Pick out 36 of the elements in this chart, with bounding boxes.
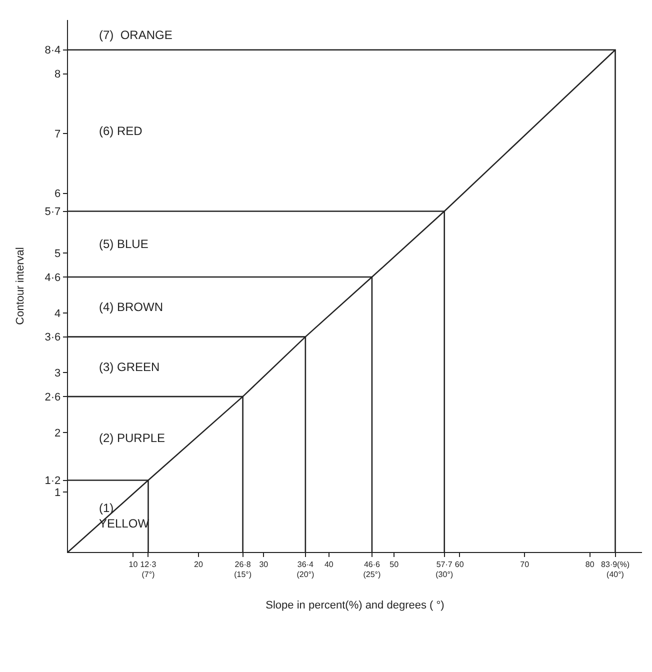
- y-tick-label: 3: [54, 368, 61, 380]
- x-tick-label: 12·3 (7°): [140, 560, 157, 580]
- y-tick-label: 3·6: [44, 332, 61, 344]
- y-tick-label: 6: [54, 188, 61, 200]
- x-tick-label: 30: [259, 560, 269, 569]
- x-tick-label: 36·4 (20°): [296, 560, 314, 580]
- y-tick-label: 1·2: [44, 475, 61, 488]
- y-tick-label: 2·6: [44, 391, 61, 404]
- y-tick-label: 8·4: [44, 44, 61, 57]
- x-tick-label: 70: [520, 560, 530, 569]
- x-tick-label: 26·8 (15°): [234, 560, 252, 580]
- x-tick-label: 46·6 (25°): [363, 560, 382, 580]
- y-tick-label: 4·6: [44, 272, 61, 284]
- y-tick-label: 7: [54, 128, 61, 140]
- x-tick-label: 83·9(%) (40°): [601, 560, 630, 580]
- x-tick-label: 57·7 (30°): [436, 560, 454, 580]
- annotation: (6) RED: [99, 124, 143, 138]
- y-axis-title: Contour interval: [14, 247, 26, 325]
- x-tick-label: 80: [585, 560, 595, 569]
- y-tick-label: 5: [54, 248, 61, 260]
- y-tick-label: 8: [54, 68, 61, 81]
- y-tick-label: 2: [54, 427, 61, 440]
- x-tick-label: 10: [128, 560, 138, 569]
- x-tick-label: 40: [324, 560, 334, 569]
- y-tick-label: 5·7: [44, 206, 61, 218]
- x-tick-label: 20: [194, 560, 204, 569]
- x-tick-label: 50: [390, 560, 400, 569]
- annotation: (2) PURPLE: [99, 431, 166, 445]
- annotation: (5) BLUE: [99, 237, 148, 251]
- annotation: (4) BROWN: [99, 300, 163, 314]
- y-tick-label: 1: [54, 487, 61, 500]
- annotation: (3) GREEN: [99, 360, 160, 374]
- x-axis-title: Slope in percent(%) and degrees ( °): [266, 599, 444, 612]
- x-tick-label: 60: [454, 560, 464, 569]
- annotation: (7) ORANGE: [99, 28, 172, 42]
- y-tick-label: 4: [54, 308, 61, 320]
